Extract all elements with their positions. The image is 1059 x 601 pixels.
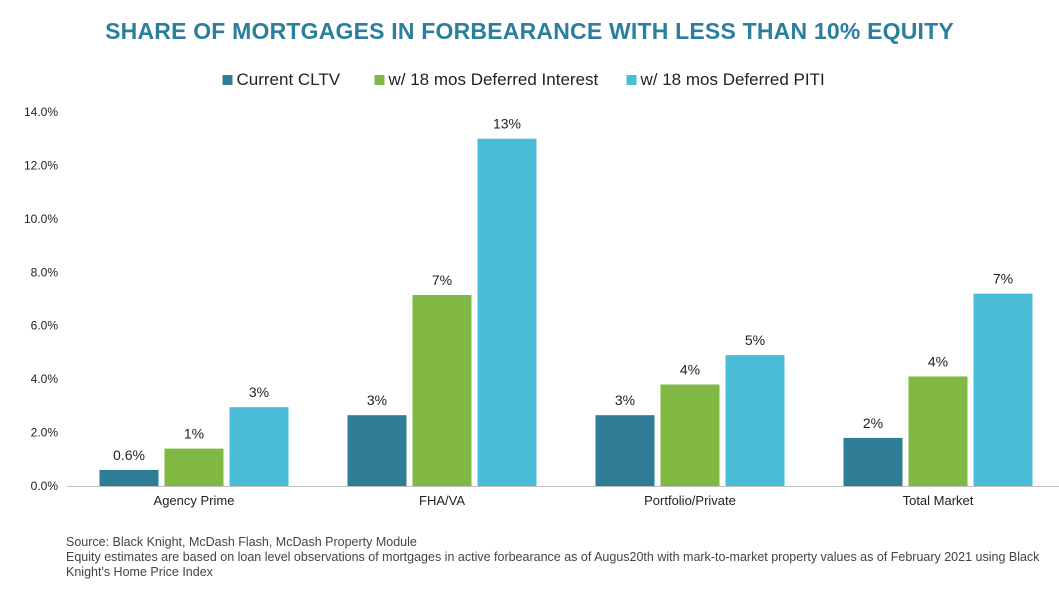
y-tick-label: 6.0% (31, 319, 59, 333)
y-tick-label: 0.0% (31, 479, 59, 493)
chart-notes: Source: Black Knight, McDash Flash, McDa… (66, 535, 1046, 580)
x-axis: Agency Prime FHA/VA Portfolio/Private Total… (154, 493, 974, 508)
data-label: 4% (928, 353, 948, 369)
data-label: 3% (249, 384, 269, 400)
x-tick-label: Agency Prime (154, 493, 235, 508)
data-label: 13% (493, 116, 521, 132)
data-label: 7% (993, 271, 1013, 287)
bar-1-2 (660, 384, 720, 486)
y-tick-label: 8.0% (31, 265, 59, 279)
legend-label-0: Current CLTV (237, 70, 341, 89)
data-label: 0.6% (113, 447, 145, 463)
bar-1-0 (164, 448, 224, 486)
data-label: 1% (184, 426, 204, 442)
legend-swatch-2 (626, 75, 637, 85)
x-tick-label: Total Market (903, 493, 974, 508)
bar-0-2 (595, 415, 655, 486)
bar-2-3 (973, 293, 1033, 486)
bar-2-0 (229, 407, 289, 486)
source-note: Source: Black Knight, McDash Flash, McDa… (66, 535, 417, 549)
data-label: 3% (367, 392, 387, 408)
legend-label-2: w/ 18 mos Deferred PITI (640, 70, 825, 89)
y-tick-label: 12.0% (24, 158, 58, 172)
legend-swatch-1 (374, 75, 385, 85)
chart-legend: Current CLTV w/ 18 mos Deferred Interest w… (222, 70, 825, 89)
data-label: 7% (432, 272, 452, 288)
bar-group: 0.6% 1% 3% 3% 7% 13% 3% 4% 5% 2% 4% 7% (99, 116, 1033, 486)
data-label: 3% (615, 392, 635, 408)
x-tick-label: Portfolio/Private (644, 493, 736, 508)
bar-2-2 (725, 355, 785, 486)
legend-swatch-0 (222, 75, 233, 85)
data-label: 5% (745, 332, 765, 348)
data-label: 4% (680, 361, 700, 377)
x-tick-label: FHA/VA (419, 493, 465, 508)
legend-label-1: w/ 18 mos Deferred Interest (388, 70, 599, 89)
equity-note: Equity estimates are based on loan level… (66, 550, 1040, 579)
y-axis: 0.0% 2.0% 4.0% 6.0% 8.0% 10.0% 12.0% 14.0% (24, 105, 58, 493)
bar-1-3 (908, 376, 968, 486)
y-tick-label: 14.0% (24, 105, 58, 119)
y-tick-label: 4.0% (31, 372, 59, 386)
bar-1-1 (412, 294, 472, 486)
y-tick-label: 10.0% (24, 212, 58, 226)
bar-0-3 (843, 437, 903, 486)
chart-title: SHARE OF MORTGAGES IN FORBEARANCE WITH L… (105, 18, 954, 44)
bar-0-1 (347, 415, 407, 486)
bar-2-1 (477, 138, 537, 486)
bar-0-0 (99, 469, 159, 486)
y-tick-label: 2.0% (31, 426, 59, 440)
data-label: 2% (863, 415, 883, 431)
